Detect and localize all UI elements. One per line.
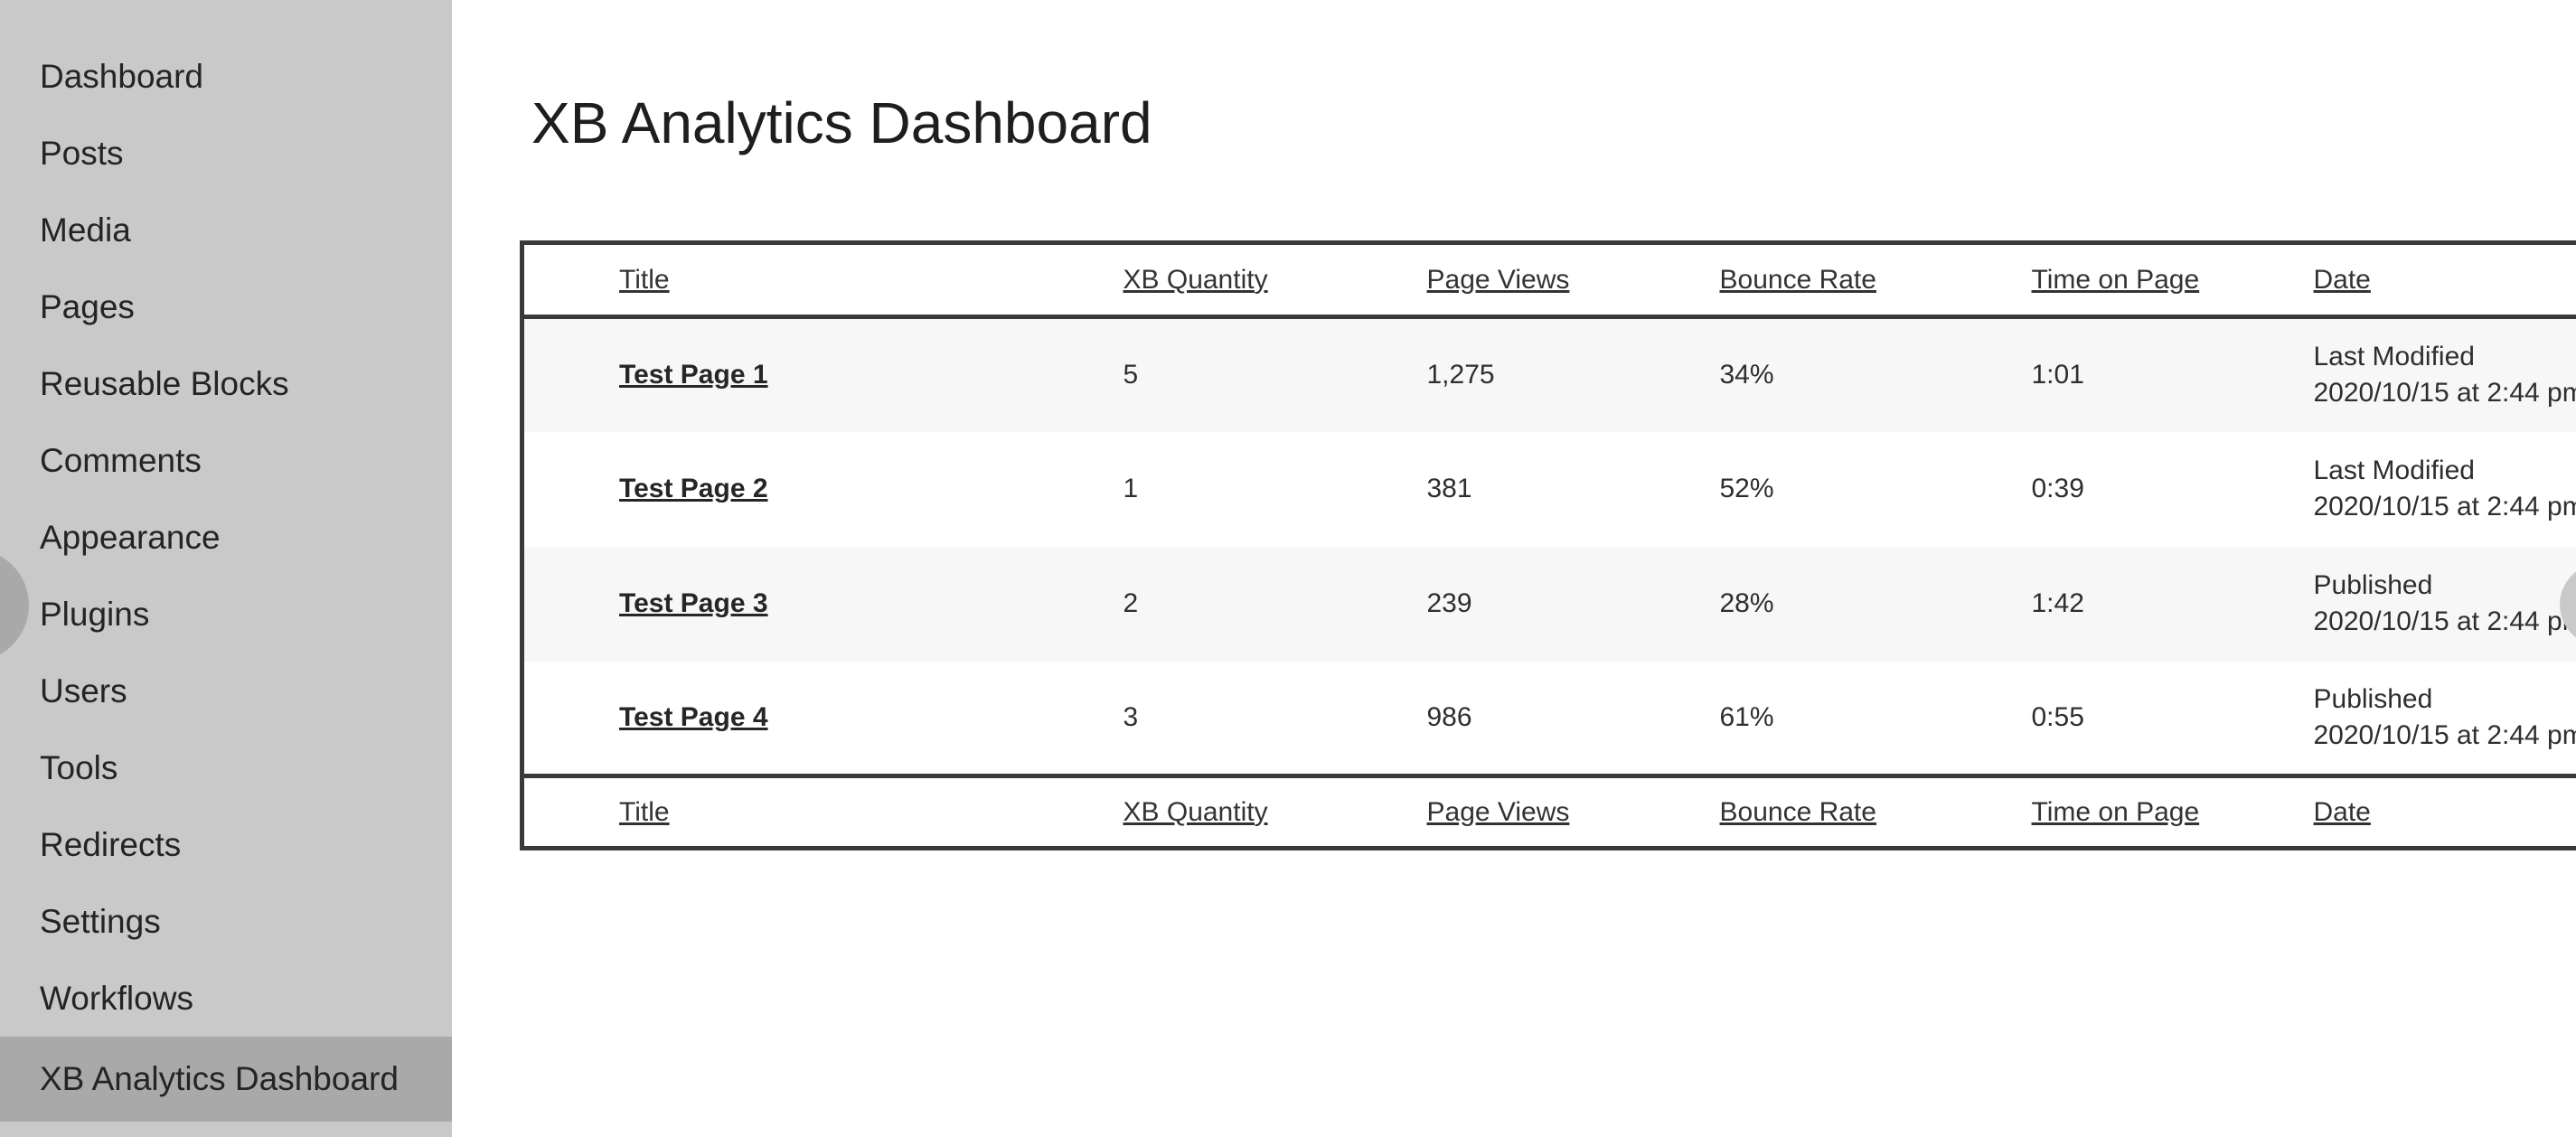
cell-date: Last Modified 2020/10/15 at 2:44 pm	[2219, 317, 2576, 432]
sidebar-nav: Dashboard Posts Media Pages Reusable Blo…	[0, 0, 452, 1122]
date-value: 2020/10/15 at 2:44 pm	[2313, 719, 2576, 750]
cell-date: Published 2020/10/15 at 2:44 pm	[2219, 547, 2576, 662]
column-header-time-on-page[interactable]: Time on Page	[2031, 264, 2200, 295]
cell-time-on-page: 0:55	[2031, 701, 2084, 732]
sidebar-item-workflows[interactable]: Workflows	[40, 979, 193, 1017]
footer-header-xb-quantity[interactable]: XB Quantity	[1123, 796, 1268, 827]
footer-header-title[interactable]: Title	[619, 796, 670, 827]
date-value: 2020/10/15 at 2:44 pm	[2313, 492, 2576, 522]
page-title: XB Analytics Dashboard	[531, 90, 1152, 155]
date-status: Published	[2313, 570, 2433, 600]
sidebar-item-appearance[interactable]: Appearance	[40, 518, 221, 556]
date-value: 2020/10/15 at 2:44 pm	[2313, 606, 2576, 636]
footer-header-date[interactable]: Date	[2313, 796, 2371, 827]
column-header-bounce-rate[interactable]: Bounce Rate	[1719, 264, 1876, 295]
analytics-table-container: Title XB Quantity Page Views Bounce Rate…	[520, 240, 2576, 873]
column-header-title[interactable]: Title	[619, 264, 670, 295]
sidebar-item-reusable-blocks[interactable]: Reusable Blocks	[40, 364, 289, 402]
date-value: 2020/10/15 at 2:44 pm	[2313, 378, 2576, 409]
cell-time-on-page: 0:39	[2031, 474, 2084, 503]
sidebar-item-xb-analytics-dashboard[interactable]: XB Analytics Dashboard	[0, 1037, 452, 1122]
table-row-test-page-1: Test Page 1 5 1,275 34% 1:01 Last Modifi…	[522, 316, 2576, 432]
sidebar-item-posts[interactable]: Posts	[40, 134, 124, 172]
column-header-date[interactable]: Date	[2313, 264, 2371, 295]
page-link-test-page-3[interactable]: Test Page 3	[619, 588, 768, 618]
column-header-xb-quantity[interactable]: XB Quantity	[1123, 264, 1268, 295]
cell-title: Test Page 1	[522, 317, 1029, 432]
table-row-test-page-2: Test Page 2 1 381 52% 0:39 Last Modified…	[522, 432, 2576, 547]
sidebar-item-users[interactable]: Users	[40, 672, 127, 709]
cell-bounce-rate: 34%	[1719, 360, 1774, 390]
cell-title: Test Page 2	[522, 432, 1029, 547]
sidebar-item-media[interactable]: Media	[40, 211, 131, 249]
cell-xb-quantity: 5	[1123, 360, 1139, 390]
cell-page-views: 986	[1426, 701, 1472, 732]
date-status: Last Modified	[2313, 342, 2475, 372]
analytics-table: Title XB Quantity Page Views Bounce Rate…	[520, 240, 2576, 850]
cell-page-views: 381	[1426, 474, 1472, 503]
cell-bounce-rate: 52%	[1719, 474, 1774, 503]
sidebar: Dashboard Posts Media Pages Reusable Blo…	[0, 0, 452, 1137]
table-row-test-page-4: Test Page 4 3 986 61% 0:55 Published 202…	[522, 662, 2576, 776]
cell-date: Last Modified 2020/10/15 at 2:44 pm	[2219, 432, 2576, 547]
cell-page-views: 239	[1426, 588, 1472, 618]
page-link-test-page-4[interactable]: Test Page 4	[619, 701, 768, 732]
footer-header-page-views[interactable]: Page Views	[1426, 796, 1570, 827]
page-link-test-page-1[interactable]: Test Page 1	[619, 360, 768, 390]
column-header-page-views[interactable]: Page Views	[1426, 264, 1570, 295]
sidebar-item-tools[interactable]: Tools	[40, 748, 118, 786]
footer-header-bounce-rate[interactable]: Bounce Rate	[1719, 796, 1876, 827]
cell-page-views: 1,275	[1426, 360, 1495, 390]
cell-date: Published 2020/10/15 at 2:44 pm	[2219, 662, 2576, 776]
table-header-row: Title XB Quantity Page Views Bounce Rate…	[522, 242, 2576, 317]
cell-time-on-page: 1:42	[2031, 588, 2084, 618]
sidebar-item-plugins[interactable]: Plugins	[40, 595, 150, 633]
sidebar-item-settings[interactable]: Settings	[40, 902, 161, 940]
cell-bounce-rate: 61%	[1719, 701, 1774, 732]
sidebar-item-comments[interactable]: Comments	[40, 441, 202, 479]
sidebar-item-pages[interactable]: Pages	[40, 287, 135, 325]
cell-xb-quantity: 1	[1123, 474, 1139, 503]
date-status: Published	[2313, 683, 2433, 714]
cell-xb-quantity: 2	[1123, 588, 1139, 618]
sidebar-item-redirects[interactable]: Redirects	[40, 825, 182, 863]
footer-header-time-on-page[interactable]: Time on Page	[2031, 796, 2200, 827]
cell-bounce-rate: 28%	[1719, 588, 1774, 618]
sidebar-item-dashboard[interactable]: Dashboard	[40, 57, 204, 95]
cell-time-on-page: 1:01	[2031, 360, 2084, 390]
table-row-test-page-3: Test Page 3 2 239 28% 1:42 Published 202…	[522, 546, 2576, 662]
table-footer-row: Title XB Quantity Page Views Bounce Rate…	[522, 775, 2576, 849]
cell-xb-quantity: 3	[1123, 701, 1139, 732]
date-status: Last Modified	[2313, 456, 2475, 485]
page-link-test-page-2[interactable]: Test Page 2	[619, 474, 768, 503]
cell-title: Test Page 3	[522, 547, 1029, 662]
cell-title: Test Page 4	[522, 662, 1029, 776]
